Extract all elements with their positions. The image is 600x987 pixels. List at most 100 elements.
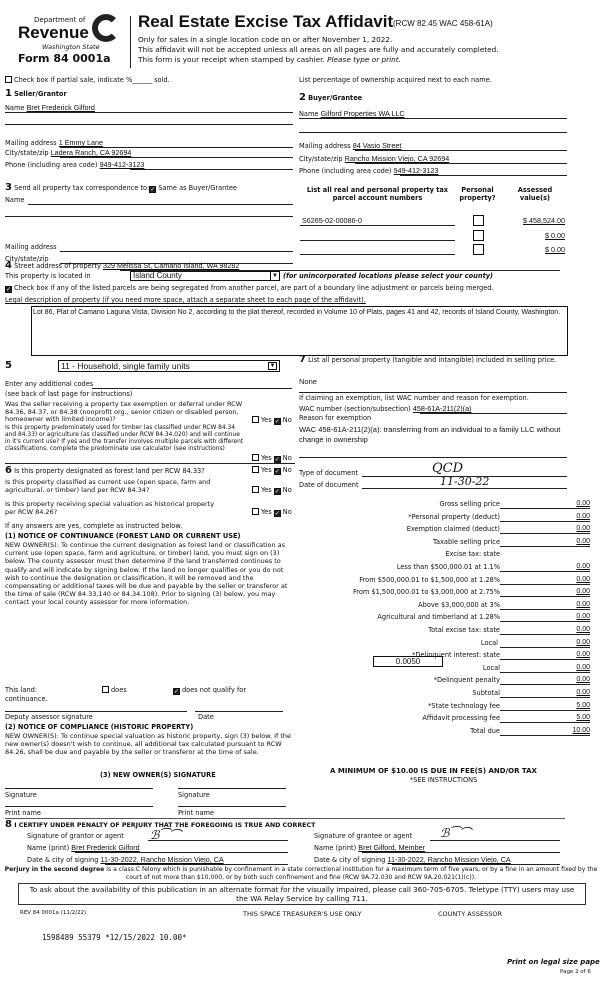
tax-row-value[interactable]: 0.00: [576, 575, 590, 583]
tax-row-value[interactable]: 0.00: [576, 600, 590, 608]
tax-row-label: *State technology fee: [428, 701, 500, 710]
personal-property-checkbox[interactable]: [473, 244, 484, 255]
tax-row-label: Affidavit processing fee: [422, 714, 500, 723]
tax-row-value[interactable]: 5.00: [576, 701, 590, 709]
same-as-buyer-checkbox[interactable]: ✓: [149, 186, 157, 193]
grantee-signature[interactable]: ℬ⁀⌒: [440, 826, 472, 840]
buyer-name-field[interactable]: Gilford Properties WA LLC: [320, 109, 405, 118]
tax-row-label: Local: [482, 663, 500, 672]
q1-no-checkbox[interactable]: ✓: [273, 418, 281, 425]
tax-row-label: Above $3,000,000 at 3%: [418, 600, 500, 609]
tax-row-value[interactable]: 10.00: [572, 726, 590, 734]
owner-signature-field[interactable]: Signature: [5, 791, 37, 799]
tax-row-line: [500, 734, 590, 736]
seller-city-field[interactable]: Ladera Ranch, CA 92694: [50, 148, 132, 157]
historic-no-checkbox[interactable]: ✓: [273, 510, 281, 517]
tax-row-line: [500, 545, 590, 547]
tax-row-line: [500, 596, 590, 598]
property-address-field[interactable]: 329 Melissa St, Camano Island, WA 98282: [103, 261, 240, 270]
historic-yes-checkbox[interactable]: [252, 508, 259, 515]
grantor-name-field[interactable]: Bret Frederick Gilford: [71, 843, 140, 852]
buyer-city-field[interactable]: Rancho Mission Viejo, CA 92694: [344, 154, 450, 163]
tax-row-label: Subtotal: [472, 689, 500, 697]
tax-row-value[interactable]: 0.00: [576, 500, 590, 507]
does-qualify-checkbox[interactable]: [102, 686, 109, 693]
buyer-mailing-field[interactable]: 84 Vasio Street: [352, 141, 402, 150]
q2-yes-checkbox[interactable]: [252, 454, 259, 461]
tax-row-value[interactable]: 0.00: [576, 613, 590, 621]
tax-row-value[interactable]: 0.00: [576, 537, 590, 545]
tax-row-label: *Delinquent interest: state: [412, 651, 500, 660]
tax-row-value[interactable]: 0.00: [576, 689, 590, 696]
tax-row-label: Excise tax: state: [445, 550, 500, 559]
owner-signature-field-2[interactable]: Signature: [178, 791, 210, 799]
tax-row-value[interactable]: 0.00: [576, 626, 590, 633]
receipt-stamp: 1598489 55379 *12/15/2022 10.00*: [42, 933, 187, 942]
owner-print-name-field-2[interactable]: Print name: [178, 809, 214, 817]
forest-yes-checkbox[interactable]: [252, 466, 259, 473]
tax-row-label: Gross selling price: [439, 500, 500, 508]
tax-row-value[interactable]: 0.00: [576, 676, 590, 684]
tax-row-line: [500, 646, 590, 648]
tax-row-line: [500, 671, 590, 673]
forest-no-checkbox[interactable]: ✓: [273, 468, 281, 475]
chevron-down-icon: ▼: [268, 362, 277, 370]
partial-sale-checkbox[interactable]: [5, 76, 12, 83]
tax-row-line: [500, 608, 590, 610]
tax-row-label: Local: [480, 638, 498, 647]
tax-row-label: Taxable selling price: [433, 537, 500, 546]
wac-number-field[interactable]: 458-61A-211(2)(a): [412, 404, 472, 413]
q2-no-checkbox[interactable]: ✓: [273, 456, 281, 463]
page-title: Real Estate Excise Tax Affidavit: [138, 12, 394, 31]
tax-row-value[interactable]: 5.00: [576, 714, 590, 722]
tax-row-label: Total excise tax: state: [428, 626, 500, 634]
assessed-value-field[interactable]: $ 0.00: [545, 245, 565, 254]
document-date-field[interactable]: 11-30-22: [440, 475, 490, 488]
assessed-value-field[interactable]: $ 458,524.00: [523, 216, 565, 225]
tax-row-value[interactable]: 0.00: [576, 651, 590, 659]
grantee-name-field[interactable]: Bret Gilford, Member: [358, 843, 425, 852]
tax-row-line: [500, 722, 590, 724]
grantor-signature[interactable]: ℬ⁀⌒: [150, 828, 182, 842]
seller-mailing-field[interactable]: 1 Emmy Lane: [58, 138, 104, 147]
buyer-phone-field[interactable]: 949-412-3123: [393, 166, 439, 175]
tax-row-line: [500, 634, 590, 635]
exemption-reason-field[interactable]: WAC 458-61A-211(2)(a): transferring from…: [299, 425, 561, 444]
legal-description-field[interactable]: Lot 86, Plat of Camano Laguna Vista, Div…: [31, 306, 568, 356]
tax-row-label: From $1,500,000.01 to $3,000,000 at 2.75…: [352, 588, 500, 597]
tax-row-line: [500, 684, 590, 686]
assessed-value-field[interactable]: $ 0.00: [545, 231, 565, 240]
document-type-field[interactable]: QCD: [432, 461, 464, 476]
county-select[interactable]: Island County ▼: [130, 271, 280, 281]
does-not-qualify-checkbox[interactable]: ✓: [173, 688, 180, 695]
tax-row-value[interactable]: 0.00: [576, 663, 590, 671]
q1-yes-checkbox[interactable]: [252, 416, 259, 423]
current-use-yes-checkbox[interactable]: [252, 486, 259, 493]
tax-row-value[interactable]: 0.00: [576, 588, 590, 596]
tax-row-value[interactable]: 0.00: [576, 563, 590, 570]
personal-property-checkbox[interactable]: [473, 215, 484, 226]
current-use-no-checkbox[interactable]: ✓: [273, 488, 281, 495]
tax-row-value[interactable]: 0.00: [576, 638, 590, 646]
tax-row-label: Total due: [470, 726, 500, 735]
seller-phone-field[interactable]: 949-412-3123: [99, 160, 145, 169]
local-rate-field[interactable]: 0.0050: [373, 656, 443, 667]
tax-row-value[interactable]: 0.00: [576, 512, 590, 520]
tax-row-label: *Personal property (deduct): [408, 512, 500, 521]
tax-row-line: [500, 533, 590, 535]
grantor-date-field[interactable]: 11-30-2022, Rancho Mission Viejo, CA: [100, 855, 224, 864]
segregated-checkbox[interactable]: ✓: [5, 286, 12, 293]
tax-row-label: Exemption claimed (deduct): [406, 525, 500, 534]
parcel-number-field[interactable]: S6265-02-00086-0: [302, 216, 362, 225]
tax-row-label: *Delinquent penalty: [433, 676, 500, 685]
revenue-logo-icon: [92, 14, 120, 42]
personal-property-field[interactable]: None: [299, 377, 317, 386]
personal-property-checkbox[interactable]: [473, 230, 484, 241]
land-use-code-select[interactable]: 11 - Household, single family units ▼: [58, 360, 280, 372]
seller-name-field[interactable]: Bret Frederick Gilford: [26, 103, 95, 112]
owner-print-name-field[interactable]: Print name: [5, 809, 41, 817]
tax-row-line: [500, 520, 590, 522]
grantee-date-field[interactable]: 11-30-2022, Rancho Mission Viejo, CA: [387, 855, 511, 864]
tax-row-value[interactable]: 0.00: [576, 525, 590, 533]
tax-row-line: [500, 508, 590, 509]
